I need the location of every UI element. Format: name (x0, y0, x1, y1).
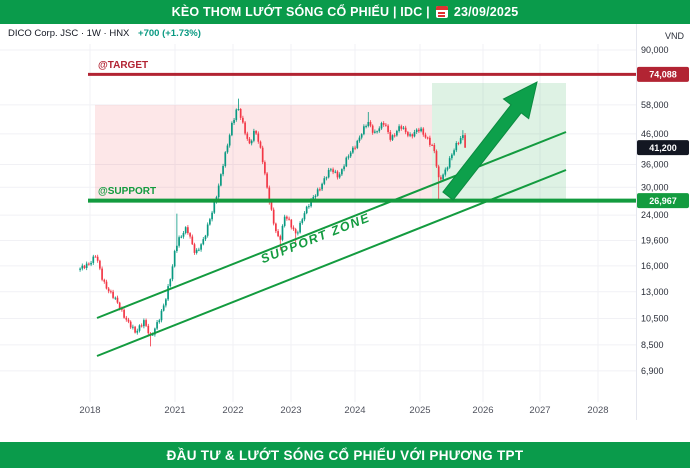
x-axis-tick: 2021 (164, 405, 185, 416)
y-axis-tick: 58,000 (641, 100, 669, 110)
key-levels: @TARGET @SUPPORT (88, 60, 637, 203)
y-axis-tick: 30,000 (641, 182, 669, 192)
support-price-badge-label: 26,967 (649, 196, 677, 206)
axis-unit-label: VND (665, 31, 685, 41)
time-scale[interactable]: 2018 2021 2022 2023 2024 2025 2026 2027 2028 (79, 405, 608, 416)
y-axis-tick: 13,000 (641, 287, 669, 297)
y-axis-tick: 10,500 (641, 313, 669, 323)
price-scale[interactable]: VND 90,000 58,000 46,000 36,000 30,000 24,000… (636, 24, 690, 420)
symbol-info[interactable]: DICO Corp. JSC · 1W · HNX (8, 28, 130, 39)
target-label: @TARGET (98, 60, 148, 71)
x-axis-tick: 2022 (222, 405, 243, 416)
header-title: KÈO THƠM LƯỚT SÓNG CỔ PHIẾU | IDC | (171, 5, 430, 19)
breakout-arrow-icon (442, 81, 538, 201)
y-axis-tick: 24,000 (641, 210, 669, 220)
y-axis-tick: 6,900 (641, 366, 664, 376)
chart-area[interactable]: @TARGET @SUPPORT SUPPORT ZONE VND 90,000… (0, 24, 690, 442)
calendar-icon (435, 6, 448, 18)
x-axis-tick: 2024 (344, 405, 365, 416)
last-price-badge (637, 140, 689, 156)
grid (0, 44, 636, 402)
channel-upper-line (96, 131, 567, 319)
symbol-legend[interactable]: DICO Corp. JSC · 1W · HNX +700 (+1.73%) (8, 28, 201, 39)
y-axis-tick: 90,000 (641, 45, 669, 55)
x-axis-tick: 2028 (587, 405, 608, 416)
y-axis-tick: 36,000 (641, 160, 669, 170)
x-axis-tick: 2023 (280, 405, 301, 416)
target-price-badge (637, 66, 689, 82)
support-label: @SUPPORT (98, 186, 156, 197)
x-axis-tick: 2018 (79, 405, 100, 416)
y-axis-tick: 16,000 (641, 261, 669, 271)
x-axis-tick: 2027 (529, 405, 550, 416)
y-axis-tick: 19,600 (641, 235, 669, 245)
y-axis-tick: 8,500 (641, 340, 664, 350)
x-axis-tick: 2025 (409, 405, 430, 416)
last-price-badge-label: 41,200 (649, 143, 677, 153)
header-date: 23/09/2025 (453, 5, 519, 19)
target-price-badge-label: 74,088 (649, 70, 677, 80)
price-chart-canvas[interactable]: @TARGET @SUPPORT SUPPORT ZONE VND 90,000… (0, 24, 690, 442)
candlesticks (79, 98, 466, 347)
y-axis-tick: 46,000 (641, 129, 669, 139)
footer-text: ĐẦU TƯ & LƯỚT SÓNG CỔ PHIẾU VỚI PHƯƠNG T… (166, 447, 524, 463)
x-axis-tick: 2026 (472, 405, 493, 416)
header-banner: KÈO THƠM LƯỚT SÓNG CỔ PHIẾU | IDC | 23/0… (0, 0, 690, 24)
support-price-badge (637, 193, 689, 209)
price-change: +700 (+1.73%) (138, 28, 201, 39)
footer-banner: ĐẦU TƯ & LƯỚT SÓNG CỔ PHIẾU VỚI PHƯƠNG T… (0, 442, 690, 468)
